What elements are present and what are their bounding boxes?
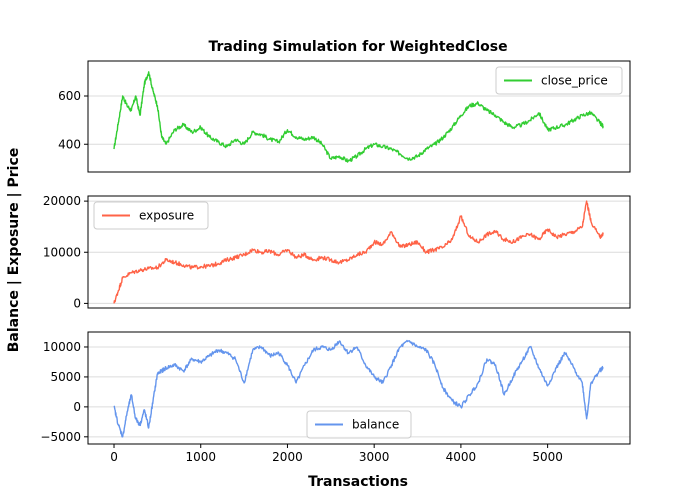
- exposure-panel: 0 10000 20000 exposure: [43, 194, 631, 310]
- legend-box-1: [93, 201, 209, 230]
- exposure-legend: exposure: [93, 201, 209, 230]
- chart-title: Trading Simulation for WeightedClose: [208, 39, 507, 55]
- exposure-series-line: [113, 200, 604, 304]
- y-tick-label-0-0: 400: [58, 137, 81, 151]
- y-tick-label-1-1: 10000: [43, 245, 81, 259]
- x-axis-label: Transactions: [308, 474, 408, 490]
- y-axis-label: Balance | Exposure | Price: [6, 148, 22, 353]
- legend-label-0: close_price: [541, 74, 608, 88]
- y-tick-label-2-3: 10000: [43, 340, 81, 354]
- legend-label-2: balance: [352, 418, 399, 432]
- y-tick-label-2-2: 5000: [50, 370, 81, 384]
- axes-frame-0: [87, 60, 631, 173]
- y-tick-label-1-2: 20000: [43, 194, 81, 208]
- legend-box-0: [495, 66, 623, 95]
- x-tick-label-3: 3000: [359, 450, 390, 464]
- close-price-legend: close_price: [495, 66, 623, 95]
- x-tick-label-0: 0: [110, 450, 118, 464]
- legend-label-1: exposure: [139, 209, 194, 223]
- axes-frame-2: [87, 331, 631, 445]
- x-tick-label-1: 1000: [185, 450, 216, 464]
- x-tick-label-4: 4000: [446, 450, 477, 464]
- balance-legend: balance: [306, 410, 412, 439]
- close-price-series-line: [113, 71, 604, 163]
- y-tick-label-0-1: 600: [58, 89, 81, 103]
- balance-series-line: [113, 339, 604, 438]
- y-tick-label-2-1: 0: [73, 400, 81, 414]
- x-tick-label-2: 2000: [272, 450, 303, 464]
- y-tick-label-2-0: −5000: [40, 430, 81, 444]
- x-tick-label-5: 5000: [532, 450, 563, 464]
- price-panel: 400 600 close_price: [58, 60, 631, 173]
- legend-box-2: [306, 410, 412, 439]
- balance-panel: −5000 0 5000 10000 0 1000 2000 3000 4000 5000 bala…: [40, 331, 631, 464]
- y-tick-label-1-0: 0: [73, 296, 81, 310]
